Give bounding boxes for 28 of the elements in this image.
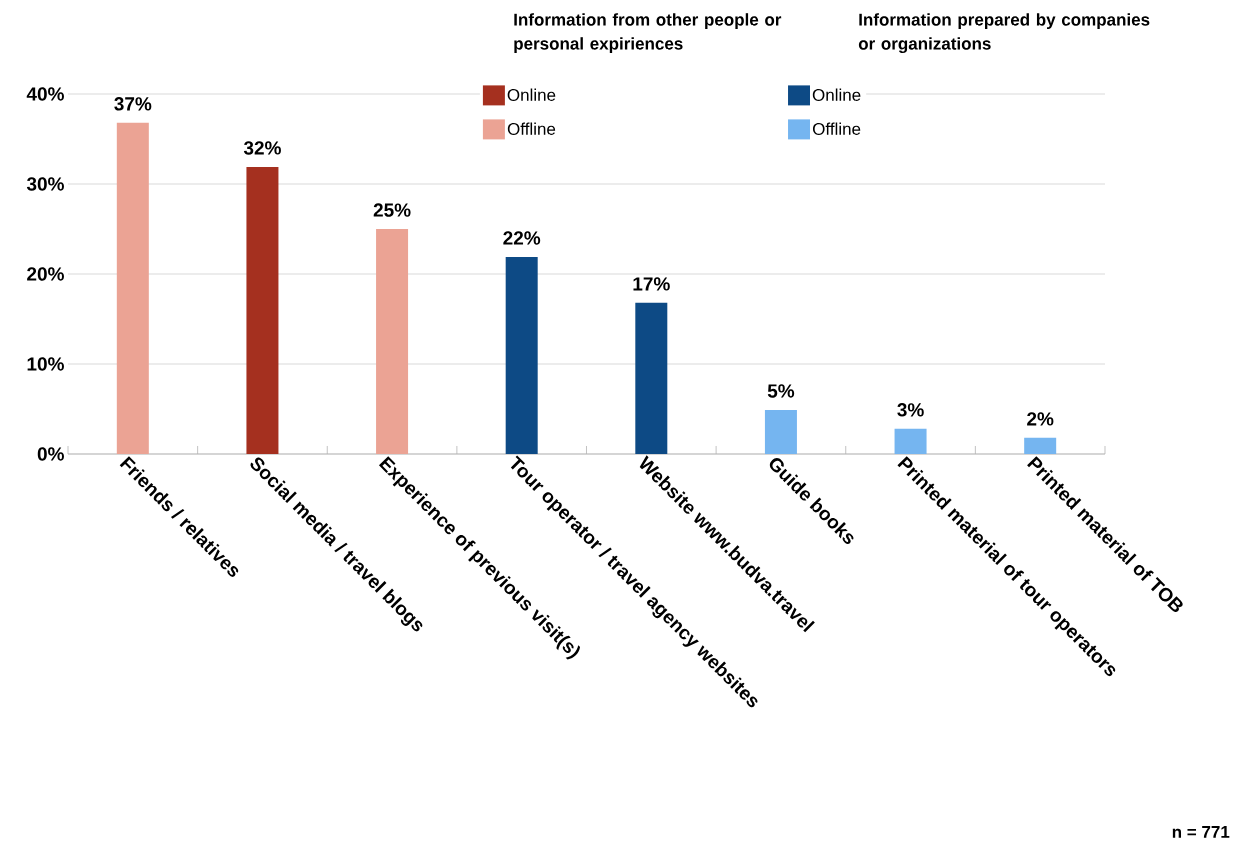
y-tick-label: 40% <box>26 87 64 101</box>
y-tick-label: 20% <box>27 267 64 281</box>
legend-label: Online <box>812 88 861 101</box>
y-tick-label: 0% <box>37 447 64 461</box>
bar <box>1024 437 1057 454</box>
bar <box>505 256 538 454</box>
text: n = 771 <box>1172 826 1230 838</box>
text: Information from other people or personal expiriences <box>514 13 782 54</box>
data-label: 5% <box>767 384 795 398</box>
text: Information prepared by companies or organizations <box>858 13 1150 54</box>
data-label: 37% <box>114 97 152 111</box>
bar <box>635 302 668 454</box>
legend-label: Offline <box>812 122 861 135</box>
data-label: 32% <box>243 141 281 155</box>
data-label: 25% <box>373 203 411 217</box>
bar <box>376 228 409 454</box>
bar <box>764 409 797 454</box>
data-label: 17% <box>633 277 670 291</box>
data-label: 22% <box>503 231 541 245</box>
y-tick-label: 10% <box>27 357 64 371</box>
legend-label: Online <box>507 88 556 101</box>
legend-label: Offline <box>507 122 556 135</box>
bar <box>246 166 279 454</box>
data-label: 2% <box>1027 412 1054 426</box>
bar <box>894 428 927 454</box>
data-label: 3% <box>897 403 924 417</box>
y-tick-label: 30% <box>26 177 64 191</box>
bar <box>116 122 149 454</box>
